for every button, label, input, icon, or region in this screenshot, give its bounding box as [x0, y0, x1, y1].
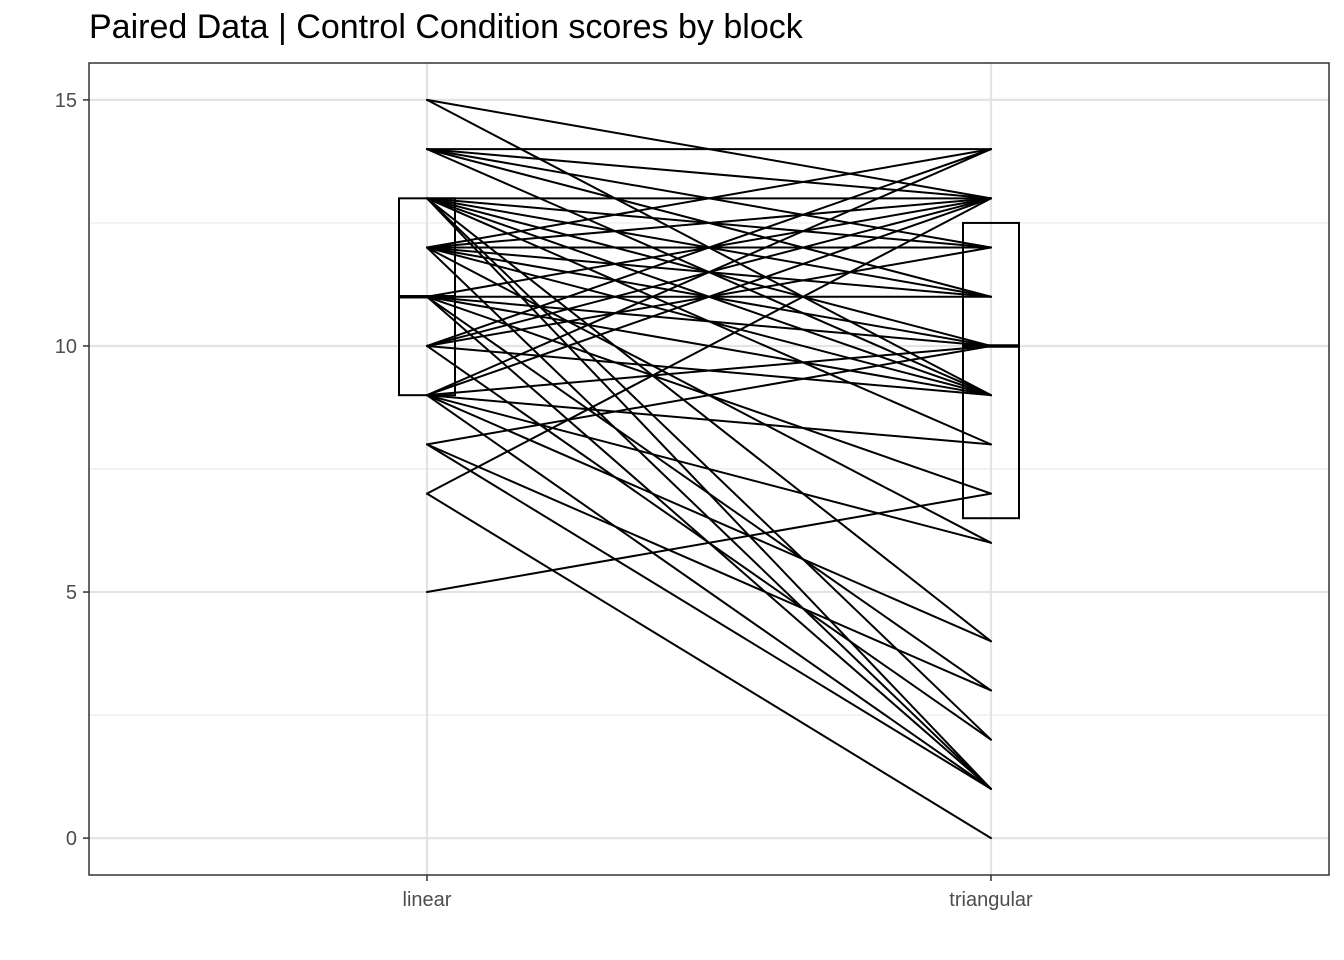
- pair-line: [426, 394, 992, 643]
- pair-line: [426, 197, 992, 495]
- pair-line: [426, 492, 992, 594]
- pair-line: [426, 148, 992, 347]
- pair-line: [426, 148, 992, 200]
- pair-line: [426, 394, 992, 790]
- y-tick-label: 15: [55, 90, 77, 112]
- pair-line: [426, 197, 992, 397]
- chart-title: Paired Data | Control Condition scores b…: [89, 8, 803, 46]
- pair-line: [426, 344, 992, 397]
- y-tick-label: 5: [66, 582, 77, 604]
- pair-line: [426, 344, 992, 446]
- boxplot-box: [962, 221, 1020, 520]
- pair-line: [426, 148, 992, 397]
- boxplots: [398, 197, 1020, 520]
- axes: 0 5 10 15 linear triangular: [55, 90, 1033, 911]
- pair-line: [426, 492, 992, 840]
- pair-line: [426, 394, 992, 544]
- paired-lines: [426, 98, 992, 840]
- pair-line: [426, 295, 992, 347]
- pair-line: [426, 443, 992, 692]
- pair-line: [426, 295, 992, 692]
- x-tick-label: linear: [403, 889, 452, 911]
- pair-line: [426, 148, 992, 249]
- y-tick-label: 10: [55, 336, 77, 358]
- pair-line: [426, 394, 992, 446]
- y-tick-label: 0: [66, 828, 77, 850]
- pair-line: [426, 443, 992, 790]
- x-tick-label: triangular: [949, 889, 1033, 911]
- plot-panel-border: [88, 62, 1330, 876]
- pair-line: [426, 197, 992, 249]
